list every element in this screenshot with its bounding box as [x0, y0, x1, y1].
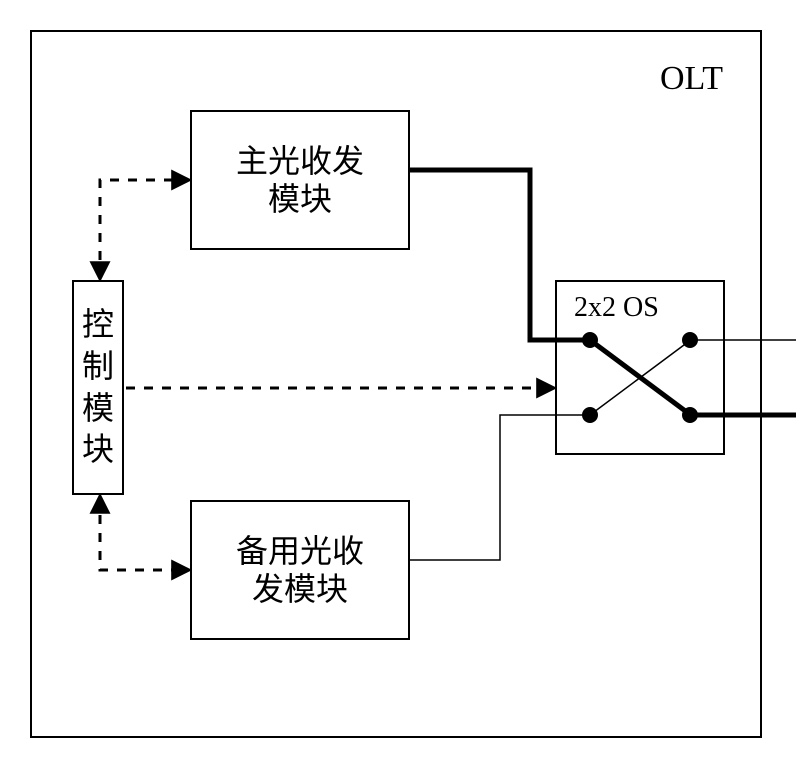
backup-tx-line2: 发模块	[252, 571, 348, 607]
diagram-canvas: OLT 主光收发 模块 备用光收 发模块 控 制 模 块 2x2 OS	[0, 0, 796, 765]
control-char-1: 控	[82, 304, 114, 346]
main-transceiver-module: 主光收发 模块	[190, 110, 410, 250]
backup-tx-line1: 备用光收	[236, 533, 364, 569]
control-char-3: 模	[82, 388, 114, 430]
main-tx-line1: 主光收发	[236, 143, 364, 179]
control-char-2: 制	[82, 346, 114, 388]
olt-label: OLT	[660, 60, 723, 98]
optical-switch-label: 2x2 OS	[574, 292, 659, 324]
control-char-4: 块	[82, 429, 114, 471]
main-tx-line2: 模块	[268, 181, 332, 217]
backup-transceiver-module: 备用光收 发模块	[190, 500, 410, 640]
control-module: 控 制 模 块	[72, 280, 124, 495]
